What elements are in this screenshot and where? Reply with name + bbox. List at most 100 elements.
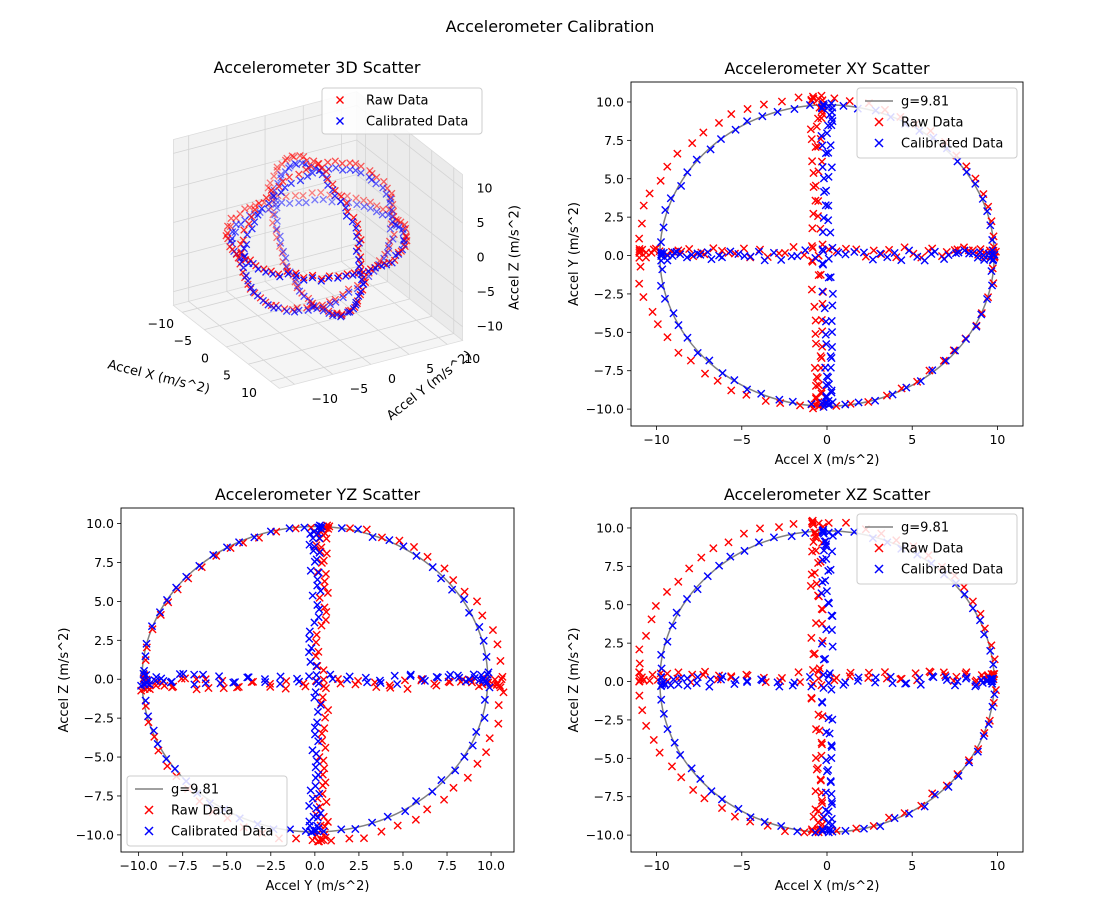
data-point — [382, 190, 391, 198]
data-point — [637, 219, 646, 228]
data-point — [821, 149, 830, 158]
data-point — [668, 621, 677, 630]
3d-gridline — [341, 95, 448, 345]
data-point — [806, 125, 815, 134]
data-point — [700, 667, 710, 676]
data-point — [715, 561, 724, 570]
data-point — [149, 726, 158, 735]
data-point — [760, 256, 769, 265]
data-point — [754, 247, 764, 256]
data-point — [972, 322, 981, 331]
data-point — [332, 164, 340, 172]
data-point — [343, 192, 351, 200]
xz-ytick-label: −5.0 — [594, 751, 624, 766]
data-point — [987, 281, 997, 290]
data-point — [331, 157, 340, 165]
data-point — [428, 563, 437, 572]
data-point — [319, 666, 328, 675]
data-point — [827, 685, 836, 694]
data-point — [314, 679, 323, 688]
data-point — [449, 783, 458, 792]
data-point — [177, 674, 186, 683]
data-point — [401, 224, 410, 233]
xy-xtick-label: 10 — [989, 432, 1005, 447]
data-point — [822, 625, 831, 634]
data-point — [299, 191, 307, 200]
data-point — [861, 252, 870, 261]
3d-ytick-label: 0 — [388, 371, 396, 386]
data-point — [822, 391, 831, 401]
data-point — [739, 529, 749, 538]
plot-xy-scatter: Accelerometer XY Scatter −10 −5 0 5 10 −10.0 −7… — [567, 59, 1024, 468]
data-point — [352, 247, 361, 255]
data-point — [322, 607, 331, 617]
data-point — [270, 186, 279, 195]
data-point — [285, 173, 294, 181]
data-point — [313, 600, 322, 610]
xz-ytick-label: 7.5 — [604, 559, 624, 574]
data-point — [227, 214, 235, 223]
data-point — [683, 333, 692, 342]
data-point — [693, 673, 702, 682]
3d-title: Accelerometer 3D Scatter — [214, 58, 421, 77]
data-point — [342, 675, 352, 684]
data-point — [670, 738, 679, 747]
data-point — [314, 568, 323, 577]
data-point — [811, 828, 820, 837]
yz-ytick-label: 5.0 — [94, 594, 114, 609]
data-point — [717, 795, 727, 804]
data-point — [444, 673, 453, 682]
data-point — [307, 828, 316, 837]
data-point — [292, 271, 301, 280]
data-point — [313, 581, 322, 590]
data-point — [773, 678, 782, 687]
data-point — [827, 753, 836, 763]
data-point — [941, 356, 950, 365]
data-point — [292, 674, 302, 683]
data-point — [475, 622, 484, 632]
data-point — [674, 321, 683, 330]
legend-entry-label: Calibrated Data — [366, 115, 468, 130]
data-point — [192, 685, 201, 694]
data-point — [231, 228, 240, 236]
data-point — [406, 671, 415, 681]
data-point — [313, 837, 323, 846]
data-point — [326, 670, 335, 679]
data-point — [319, 675, 328, 684]
data-point — [685, 244, 694, 254]
data-point — [824, 172, 833, 181]
data-point — [657, 664, 666, 673]
data-point — [264, 205, 273, 214]
data-point — [479, 636, 488, 645]
data-point — [192, 675, 201, 684]
data-point — [815, 726, 824, 735]
data-point — [284, 270, 292, 278]
data-point — [317, 277, 326, 285]
data-point — [492, 680, 501, 690]
xy-xtick-label: 5 — [908, 432, 916, 447]
data-point — [807, 682, 816, 691]
data-point — [342, 212, 351, 220]
data-point — [240, 244, 248, 253]
data-point — [793, 251, 802, 261]
data-point — [824, 396, 833, 405]
data-point — [342, 272, 350, 280]
data-point — [683, 674, 692, 683]
data-point — [939, 668, 948, 677]
data-point — [313, 757, 322, 766]
data-point — [317, 188, 325, 197]
data-point — [734, 249, 743, 259]
data-point — [841, 400, 850, 409]
data-point — [156, 610, 165, 619]
data-point — [961, 334, 971, 344]
yz-xlabel: Accel Y (m/s^2) — [266, 879, 370, 894]
data-point — [475, 675, 484, 685]
yz-title: Accelerometer YZ Scatter — [215, 485, 421, 504]
data-point — [810, 568, 819, 577]
data-point — [817, 103, 827, 112]
data-point — [925, 667, 934, 676]
data-point — [813, 114, 823, 123]
data-point — [939, 356, 948, 365]
data-point — [317, 729, 326, 738]
